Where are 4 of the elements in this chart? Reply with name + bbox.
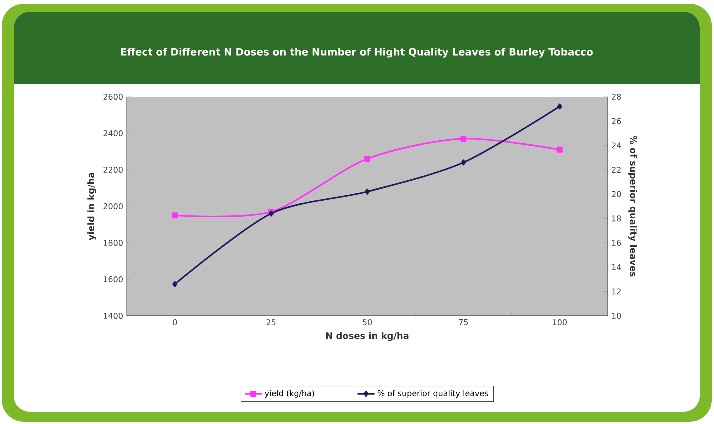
chart-title: Effect of Different N Doses on the Number of Hight Quality Leaves of Burley Tobacco (122, 48, 593, 58)
x-axis-title: N doses in kg/ha (326, 332, 409, 342)
y-axis-title: yield in kg/ha (88, 173, 96, 241)
y2-axis-title: % of superior quality leaves (628, 136, 638, 277)
